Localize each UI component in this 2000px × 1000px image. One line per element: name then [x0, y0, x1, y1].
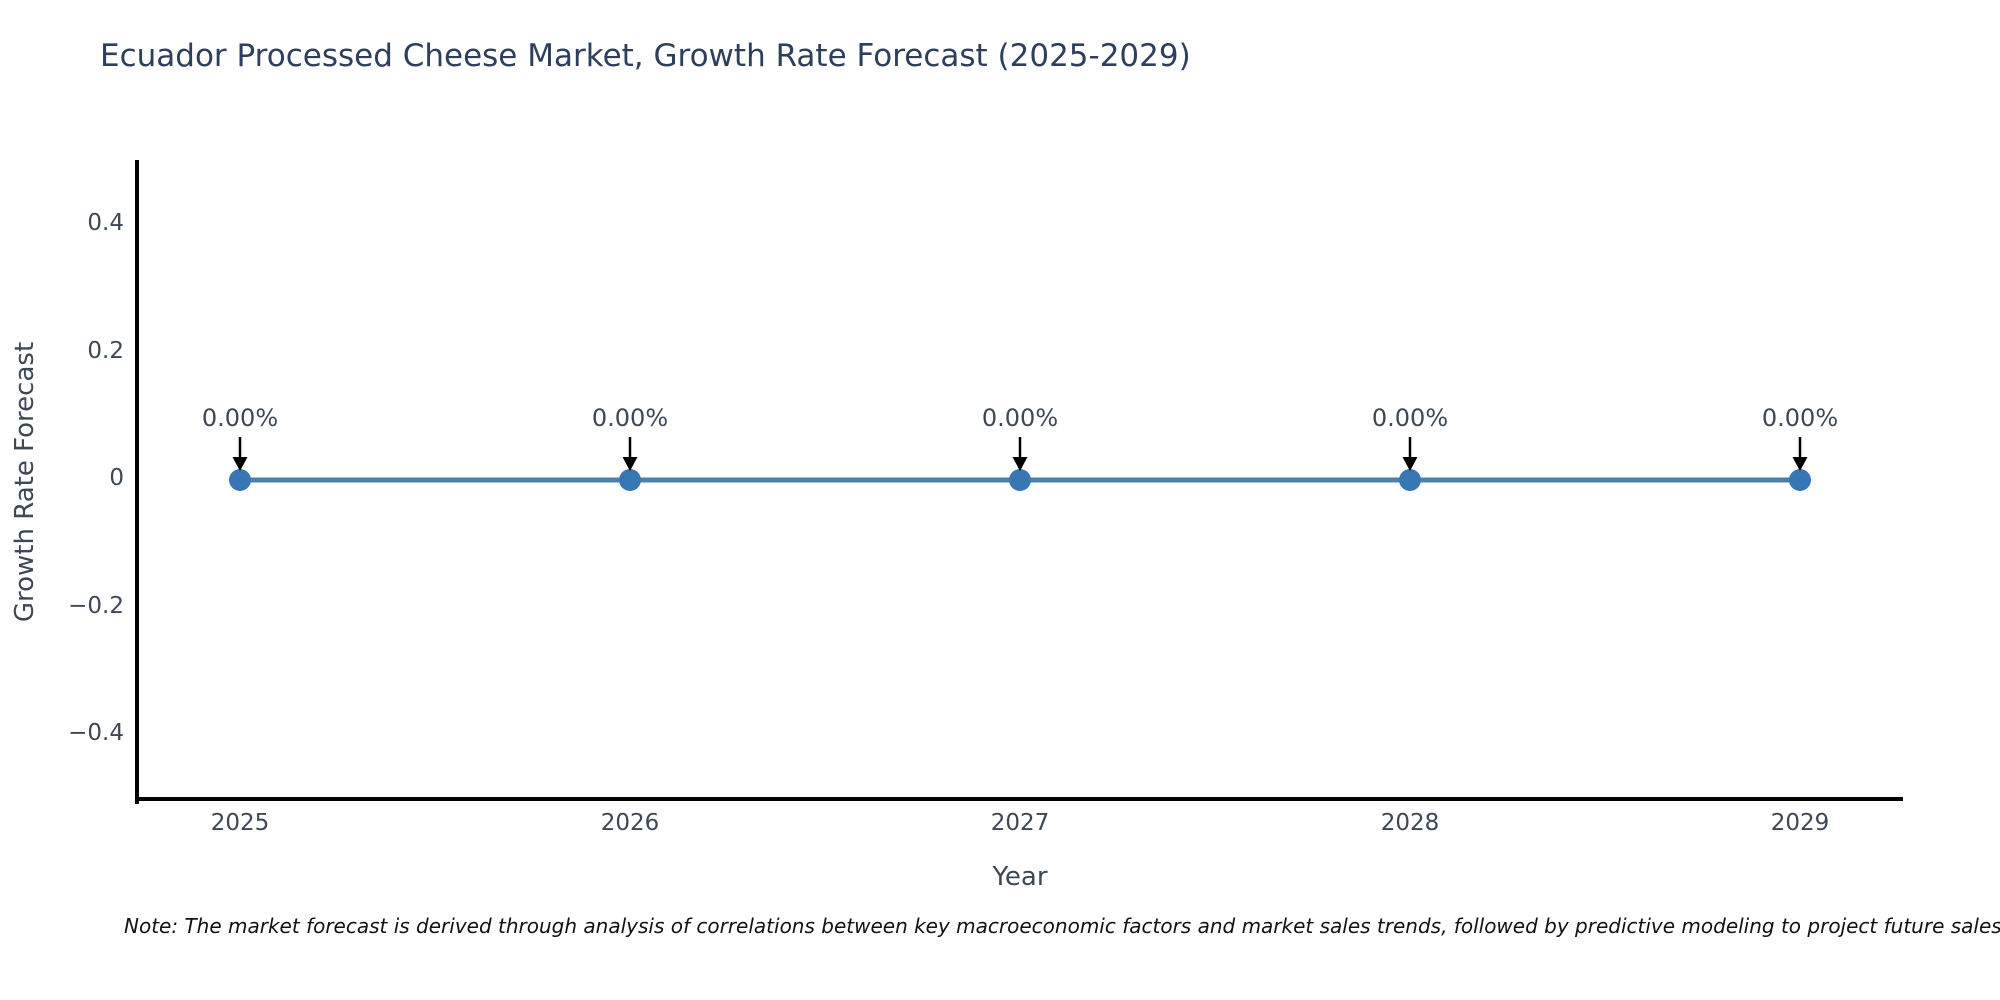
x-axis-title: Year: [992, 862, 1048, 892]
data-point-marker-2027: [1009, 469, 1031, 491]
footnote: Note: The market forecast is derived thr…: [124, 914, 2000, 938]
annotation-arrow-head-icon: [1402, 457, 1418, 471]
y-axis-line: [135, 160, 139, 804]
point-value-label: 0.00%: [1371, 404, 1449, 432]
annotation-arrow-head-icon: [1012, 457, 1028, 471]
data-point-marker-2029: [1789, 469, 1811, 491]
point-value-label: 0.00%: [591, 404, 669, 432]
y-tick-label: −0.4: [68, 720, 124, 746]
y-tick-label: 0: [109, 465, 124, 491]
annotation-arrow-head-icon: [232, 457, 248, 471]
data-point-marker-2026: [619, 469, 641, 491]
x-tick-label: 2028: [1380, 810, 1440, 836]
chart-title: Ecuador Processed Cheese Market, Growth …: [100, 38, 1191, 74]
x-tick-label: 2026: [600, 810, 660, 836]
y-tick-label: −0.2: [68, 592, 124, 619]
x-tick-label: 2029: [1770, 810, 1830, 836]
x-axis-line: [135, 797, 1903, 801]
y-tick-label: 0.2: [87, 337, 124, 364]
data-point-marker-2025: [229, 469, 251, 491]
point-value-label: 0.00%: [1761, 404, 1839, 432]
point-value-label: 0.00%: [981, 404, 1059, 432]
y-tick-label: 0.4: [87, 210, 124, 236]
annotation-arrow-head-icon: [1792, 457, 1808, 471]
point-value-label: 0.00%: [201, 404, 279, 432]
annotation-arrow-head-icon: [622, 457, 638, 471]
x-tick-label: 2027: [990, 810, 1050, 836]
data-point-marker-2028: [1399, 469, 1421, 491]
x-tick-label: 2025: [210, 810, 270, 836]
